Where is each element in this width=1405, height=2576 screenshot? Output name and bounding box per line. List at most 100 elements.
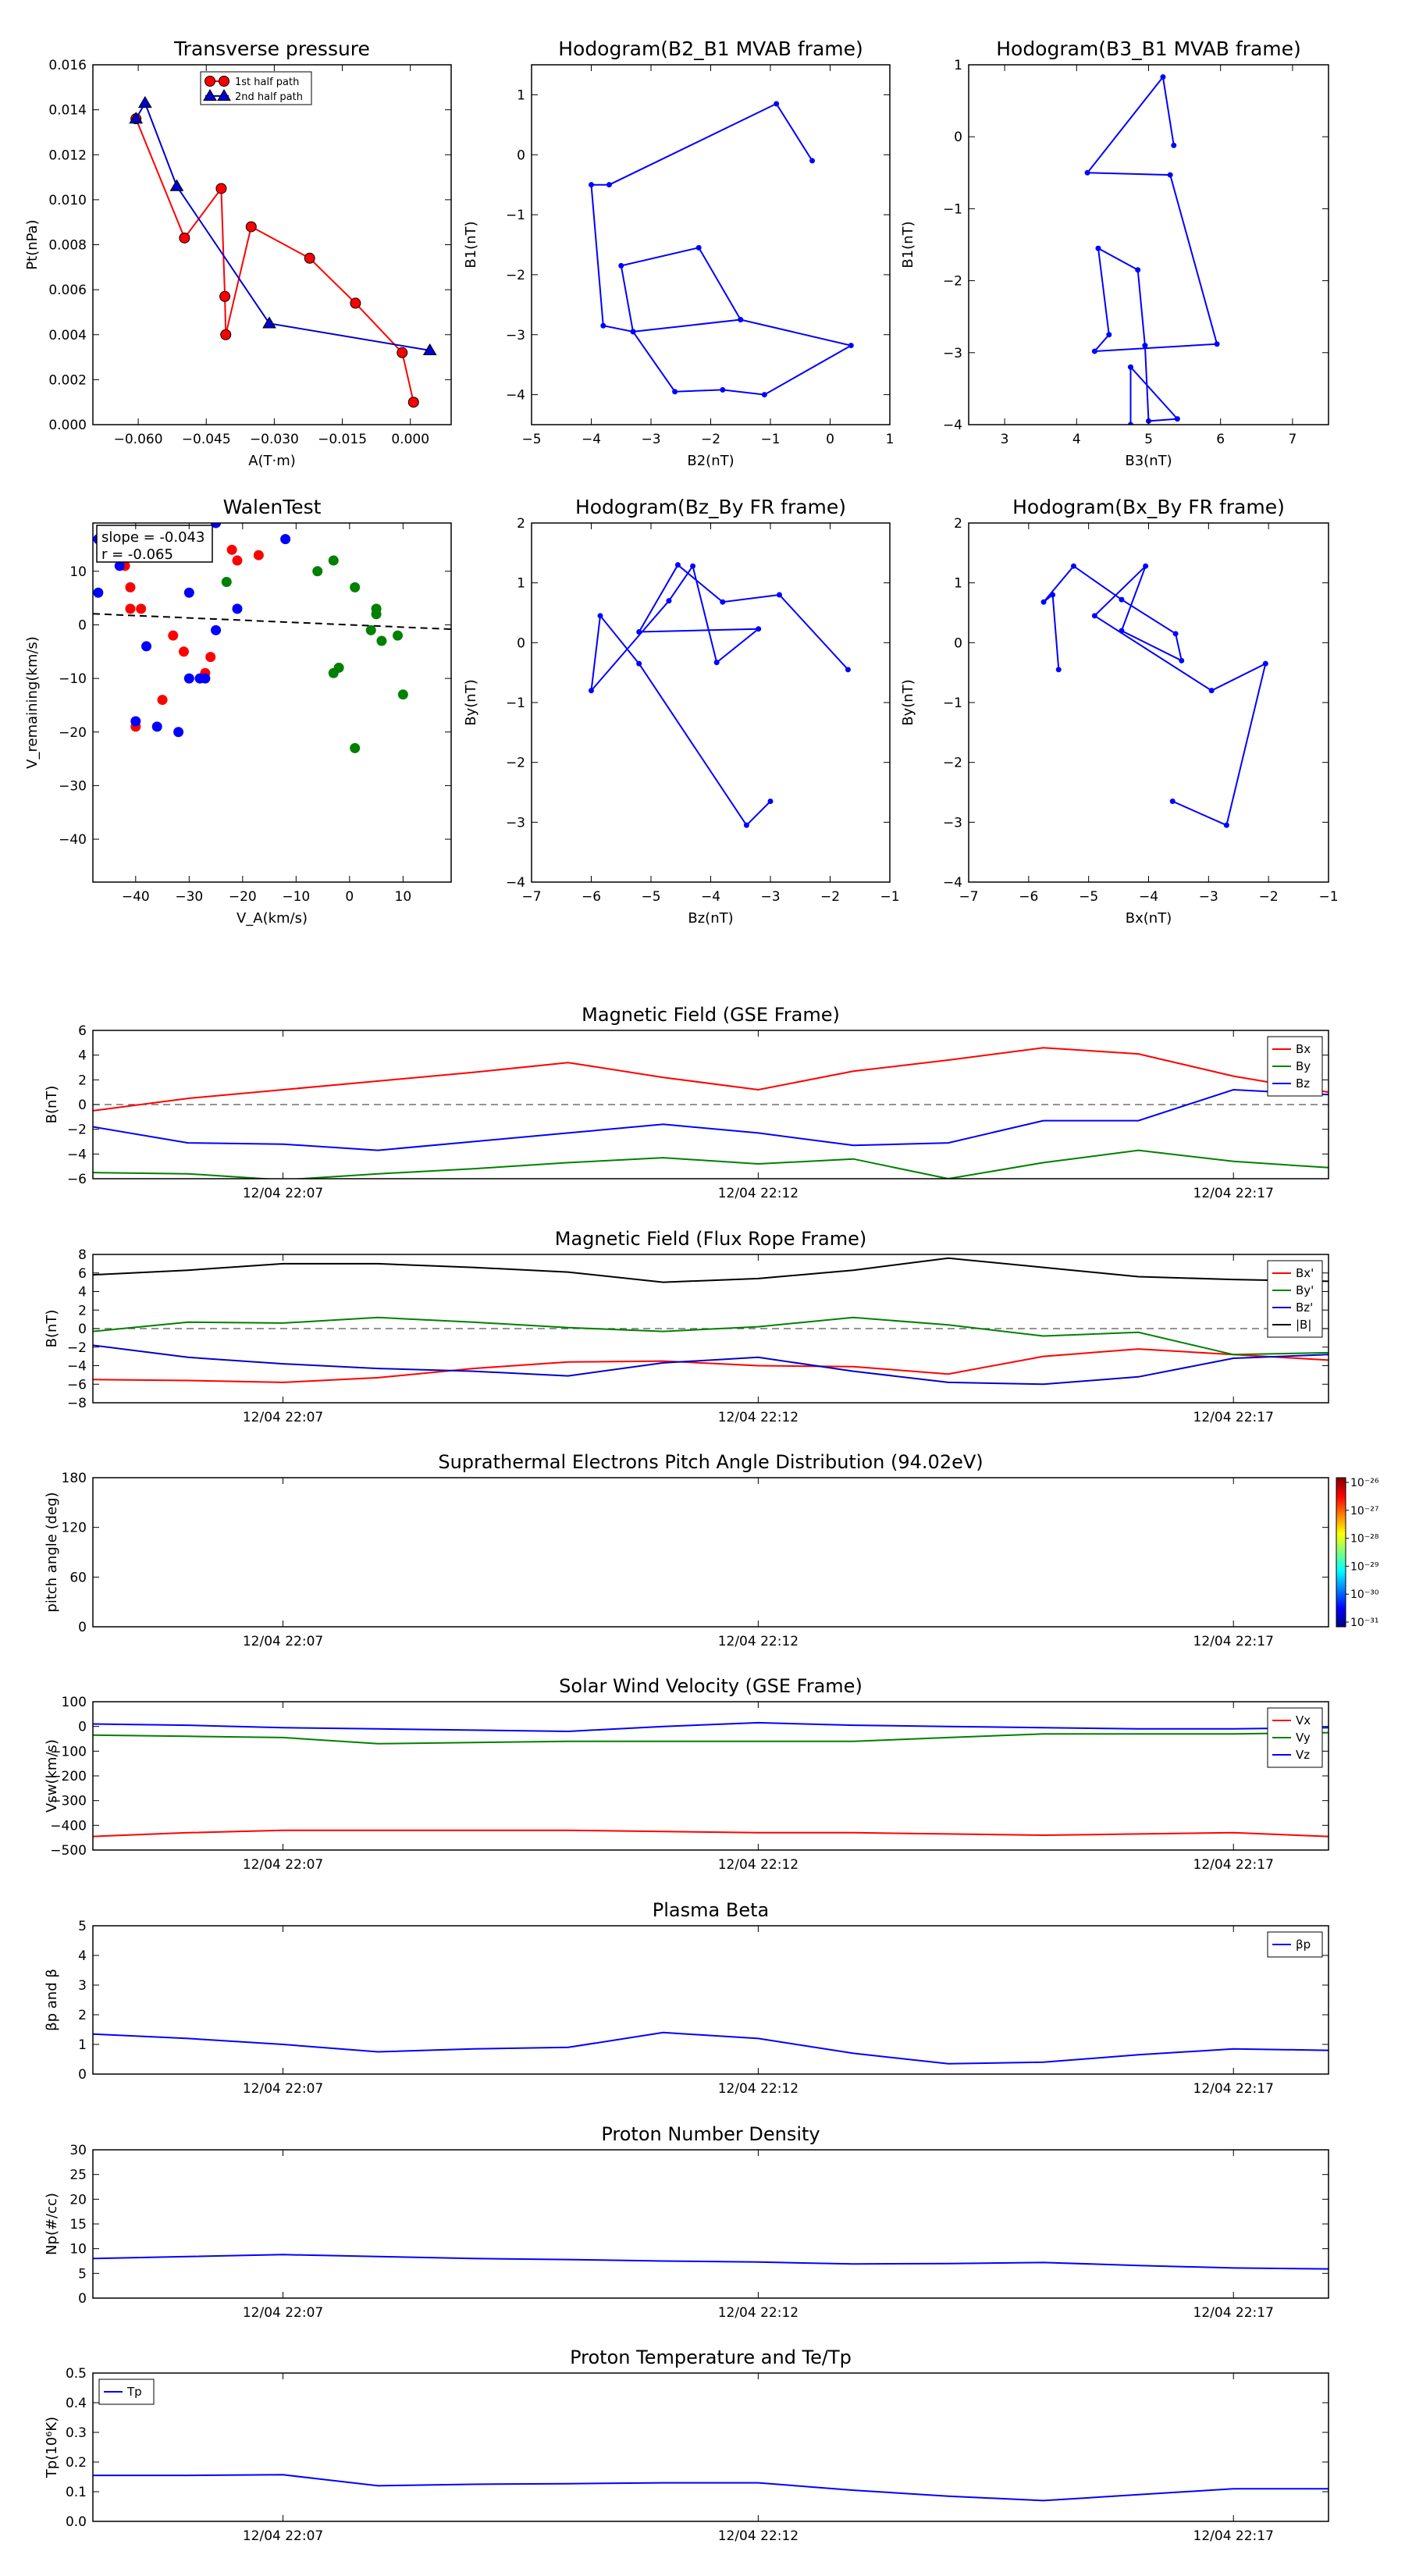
y-tick-label: −4: [67, 1147, 87, 1162]
data-point: [397, 347, 408, 358]
series-line-Tp: [93, 2474, 1329, 2502]
x-tick-label: −4: [701, 889, 720, 905]
hodogram-point: [1106, 332, 1112, 338]
series-line-Bx: [93, 1047, 1329, 1112]
legend-label: Tp: [126, 2385, 142, 2399]
plot-frame: [92, 1030, 1329, 1179]
y-tick-label: 0.2: [66, 2455, 87, 2471]
series-line-Vx: [93, 1829, 1329, 1838]
plot-frame: [968, 64, 1329, 425]
chart-title: Hodogram(B2_B1 MVAB frame): [558, 37, 863, 60]
hodogram-point: [1091, 348, 1097, 354]
y-tick-label: −2: [943, 756, 962, 771]
y-tick-label: −2: [943, 274, 962, 290]
legend-label: Bz': [1296, 1300, 1313, 1315]
y-tick-label: −300: [50, 1794, 87, 1809]
scatter-point: [141, 641, 152, 652]
y-tick-label: 0: [78, 1098, 87, 1113]
y-tick-label: 0.5: [66, 2366, 87, 2382]
hodogram-point: [1142, 343, 1148, 349]
plot-frame: [92, 2372, 1329, 2522]
x-tick-label: 12/04 22:17: [1193, 2528, 1274, 2544]
plot-frame: [92, 522, 452, 883]
scatter-point: [226, 544, 237, 555]
data-point: [219, 290, 231, 302]
x-tick-label: 12/04 22:12: [718, 1410, 799, 1425]
data-point: [137, 95, 152, 109]
scatter-point: [125, 603, 136, 614]
plot-area: [1084, 74, 1220, 425]
plot-area: [1040, 563, 1268, 828]
legend-label: Vy: [1296, 1731, 1311, 1745]
plot-frame: [92, 1477, 1329, 1628]
y-tick-label: 1: [517, 87, 525, 103]
chart-hodo_bxby: Hodogram(Bx_By FR frame) −4 −3 −2 −1 0 1 2 −7 −6 −…: [900, 496, 1339, 927]
y-tick-label: −8: [67, 1396, 87, 1411]
y-tick-label: −3: [506, 815, 525, 831]
x-tick-label: −6: [582, 889, 601, 905]
hodogram-point: [636, 660, 642, 667]
hodogram-line: [590, 102, 854, 396]
hodogram-point: [1174, 416, 1180, 422]
y-tick-label: −3: [506, 328, 525, 343]
legend-label: |B|: [1296, 1318, 1311, 1332]
x-tick-label: 12/04 22:07: [243, 2528, 323, 2544]
hodogram-point: [630, 329, 636, 335]
y-tick-label: −400: [50, 1818, 87, 1834]
x-tick-label: −1: [880, 889, 899, 905]
x-tick-label: 12/04 22:17: [1193, 1857, 1274, 1873]
y-tick-label: 0.012: [48, 148, 87, 163]
hodogram-point: [1160, 74, 1166, 80]
y-tick-label: 1: [954, 58, 962, 73]
hodogram-point: [848, 343, 854, 349]
series-line-βp: [93, 2031, 1329, 2065]
hodogram-point: [690, 563, 696, 569]
y-axis-label: pitch angle (deg): [44, 1492, 60, 1612]
y-tick-label: 120: [62, 1521, 87, 1536]
x-axis-label: Bz(nT): [688, 910, 733, 927]
x-tick-label: −5: [521, 432, 541, 447]
scatter-point: [130, 716, 141, 727]
y-tick-label: 6: [78, 1266, 87, 1282]
y-tick-label: −4: [506, 875, 525, 891]
x-axis-label: Bx(nT): [1126, 910, 1172, 927]
hodogram-point: [1208, 688, 1215, 694]
hodogram-point: [695, 244, 702, 251]
x-tick-label: −30: [175, 889, 203, 905]
y-tick-label: 5: [78, 2266, 87, 2282]
legend-label: Vx: [1296, 1713, 1311, 1727]
fit-line: [93, 613, 451, 631]
y-tick-label: −20: [59, 725, 87, 741]
chart-title: Hodogram(B3_B1 MVAB frame): [996, 37, 1301, 60]
scatter-point: [151, 721, 162, 732]
y-tick-label: −1: [506, 696, 525, 711]
y-tick-label: −6: [67, 1377, 87, 1393]
x-tick-label: 12/04 22:12: [718, 1857, 799, 1873]
legend-label: By: [1296, 1059, 1311, 1073]
plot-frame: [968, 522, 1329, 883]
y-tick-label: 0: [954, 635, 962, 651]
y-tick-label: 100: [62, 1695, 87, 1710]
legend-marker: [217, 89, 231, 101]
plot-area: [93, 1047, 1329, 1179]
y-tick-label: −3: [943, 346, 962, 361]
scatter-point: [350, 582, 361, 592]
y-axis-label: By(nT): [900, 679, 916, 725]
x-tick-label: 12/04 22:12: [718, 2528, 799, 2544]
x-tick-label: −40: [122, 889, 150, 905]
x-tick-label: 12/04 22:07: [243, 2305, 323, 2321]
x-tick-label: 12/04 22:07: [243, 2081, 323, 2097]
x-tick-label: 12/04 22:07: [243, 1410, 323, 1425]
chart-title: Transverse pressure: [173, 37, 370, 60]
y-axis-label: B(nT): [44, 1086, 60, 1124]
scatter-point: [232, 555, 243, 566]
y-tick-label: −4: [506, 388, 525, 404]
scatter-point: [253, 550, 264, 560]
data-point: [215, 183, 227, 194]
y-tick-label: 0.006: [48, 283, 87, 298]
y-axis-label: Pt(nPa): [24, 219, 41, 269]
x-tick-label: −5: [1079, 889, 1098, 905]
y-tick-label: 0.004: [48, 328, 87, 343]
x-tick-label: −20: [229, 889, 257, 905]
